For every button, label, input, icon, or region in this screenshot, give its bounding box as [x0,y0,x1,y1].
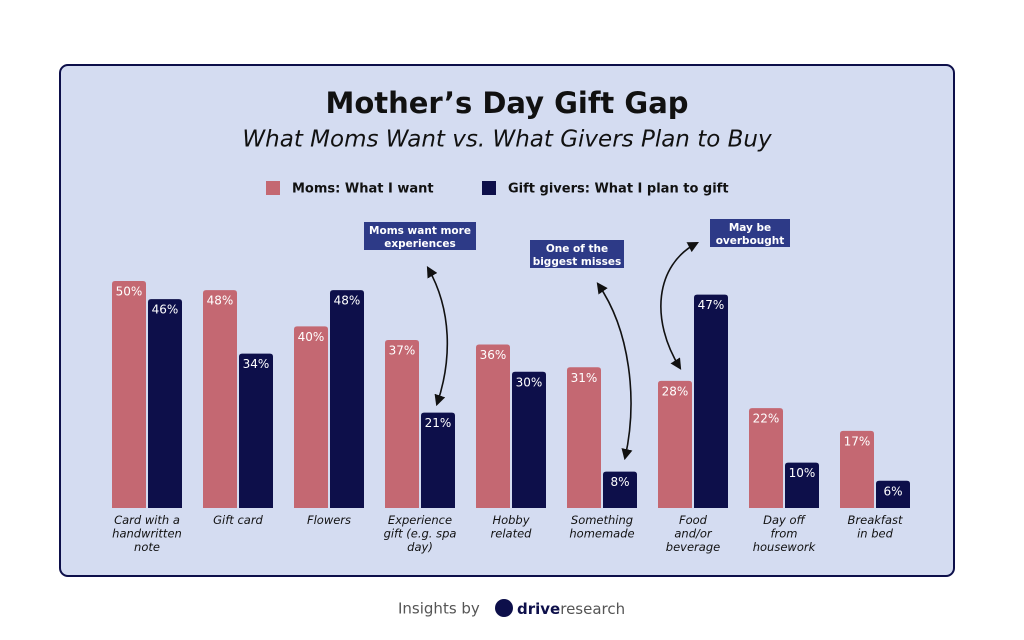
bar [785,462,819,508]
value-label: 40% [298,330,325,344]
value-label: 17% [844,434,871,448]
bar [876,480,910,508]
footer: Insights by driveresearch [398,599,625,618]
x-tick-label: Day off from housework [753,513,817,554]
x-tick-label: Breakfast in bed [848,513,903,541]
value-label: 48% [334,294,361,308]
annotation: One of the biggest misses [533,243,622,268]
value-label: 48% [207,294,234,308]
value-label: 50% [116,285,143,299]
text-line: handwritten [112,526,182,540]
footer-brand: driveresearch [517,600,625,618]
x-tick-label: Experience gift (e.g. spa day) [384,513,457,554]
value-label: 34% [243,357,270,371]
x-tick-label: Flowers [307,513,351,527]
legend-swatch [266,181,280,195]
bar [749,408,783,508]
legend-swatch [482,181,496,195]
value-label: 36% [480,348,507,362]
annotation-box [364,222,476,250]
chart-card [59,64,955,577]
text-line: homemade [569,526,634,540]
bar [203,290,237,508]
text-line: in bed [857,526,894,540]
text-line: Flowers [307,513,351,527]
x-tick-label: Something homemade [569,513,634,541]
text-line: Food [679,513,708,527]
value-label: 6% [883,484,902,498]
text-line: biggest misses [533,256,622,268]
bar [330,290,364,508]
bar [658,380,692,508]
value-label: 37% [389,344,416,358]
brand-bold: drive [517,600,560,618]
bar [148,299,182,508]
value-label: 21% [425,416,452,430]
chart-subtitle: What Moms Want vs. What Givers Plan to B… [242,127,772,153]
arrow [426,266,449,407]
text-line: Day off [763,513,806,527]
text-line: and/or [674,526,713,540]
bar [567,367,601,508]
bar [294,326,328,508]
x-tick-label: Gift card [213,513,263,527]
text-line: May be [729,222,771,234]
bar [476,344,510,508]
bar [385,340,419,508]
value-label: 46% [152,303,179,317]
text-line: One of the [546,243,608,255]
bar [112,281,146,508]
text-line: Hobby [492,513,529,527]
text-line: Card with a [114,513,180,527]
brand-light: research [560,600,625,618]
footer-prefix: Insights by [398,600,480,618]
bar [694,294,728,508]
legend-label: Moms: What I want [292,182,434,197]
bar [603,471,637,508]
x-tick-label: Food and/or beverage [666,513,720,554]
text-line: Something [571,513,633,527]
text-line: Gift card [213,513,263,527]
annotation: Moms want more experiences [369,225,471,250]
text-line: Breakfast [848,513,903,527]
annotation: May be overbought [716,222,785,247]
annotation-box [710,219,790,247]
value-label: 31% [571,371,598,385]
legend-label: Gift givers: What I plan to gift [508,182,729,197]
bar [512,371,546,508]
arrow [596,282,633,461]
text-line: note [134,540,160,554]
text-line: from [770,526,797,540]
bar [239,353,273,508]
arrow [660,241,699,370]
value-label: 8% [610,475,629,489]
text-line: experiences [384,238,456,250]
text-line: housework [753,540,817,554]
text-line: day) [407,540,433,554]
x-tick-label: Card with a handwritten note [112,513,182,554]
bar [840,430,874,508]
value-label: 28% [662,384,689,398]
value-label: 10% [789,466,816,480]
text-line: Moms want more [369,225,471,237]
text-line: gift (e.g. spa [384,526,457,540]
value-label: 30% [516,375,543,389]
bar [421,412,455,508]
text-line: related [491,526,533,540]
value-label: 22% [753,412,780,426]
text-line: overbought [716,235,785,247]
annotation-box [530,240,624,268]
x-tick-label: Hobby related [491,513,533,541]
chart-title: Mother’s Day Gift Gap [325,86,688,120]
value-label: 47% [698,298,725,312]
logo-icon [495,599,513,617]
text-line: beverage [666,540,720,554]
text-line: Experience [388,513,452,527]
